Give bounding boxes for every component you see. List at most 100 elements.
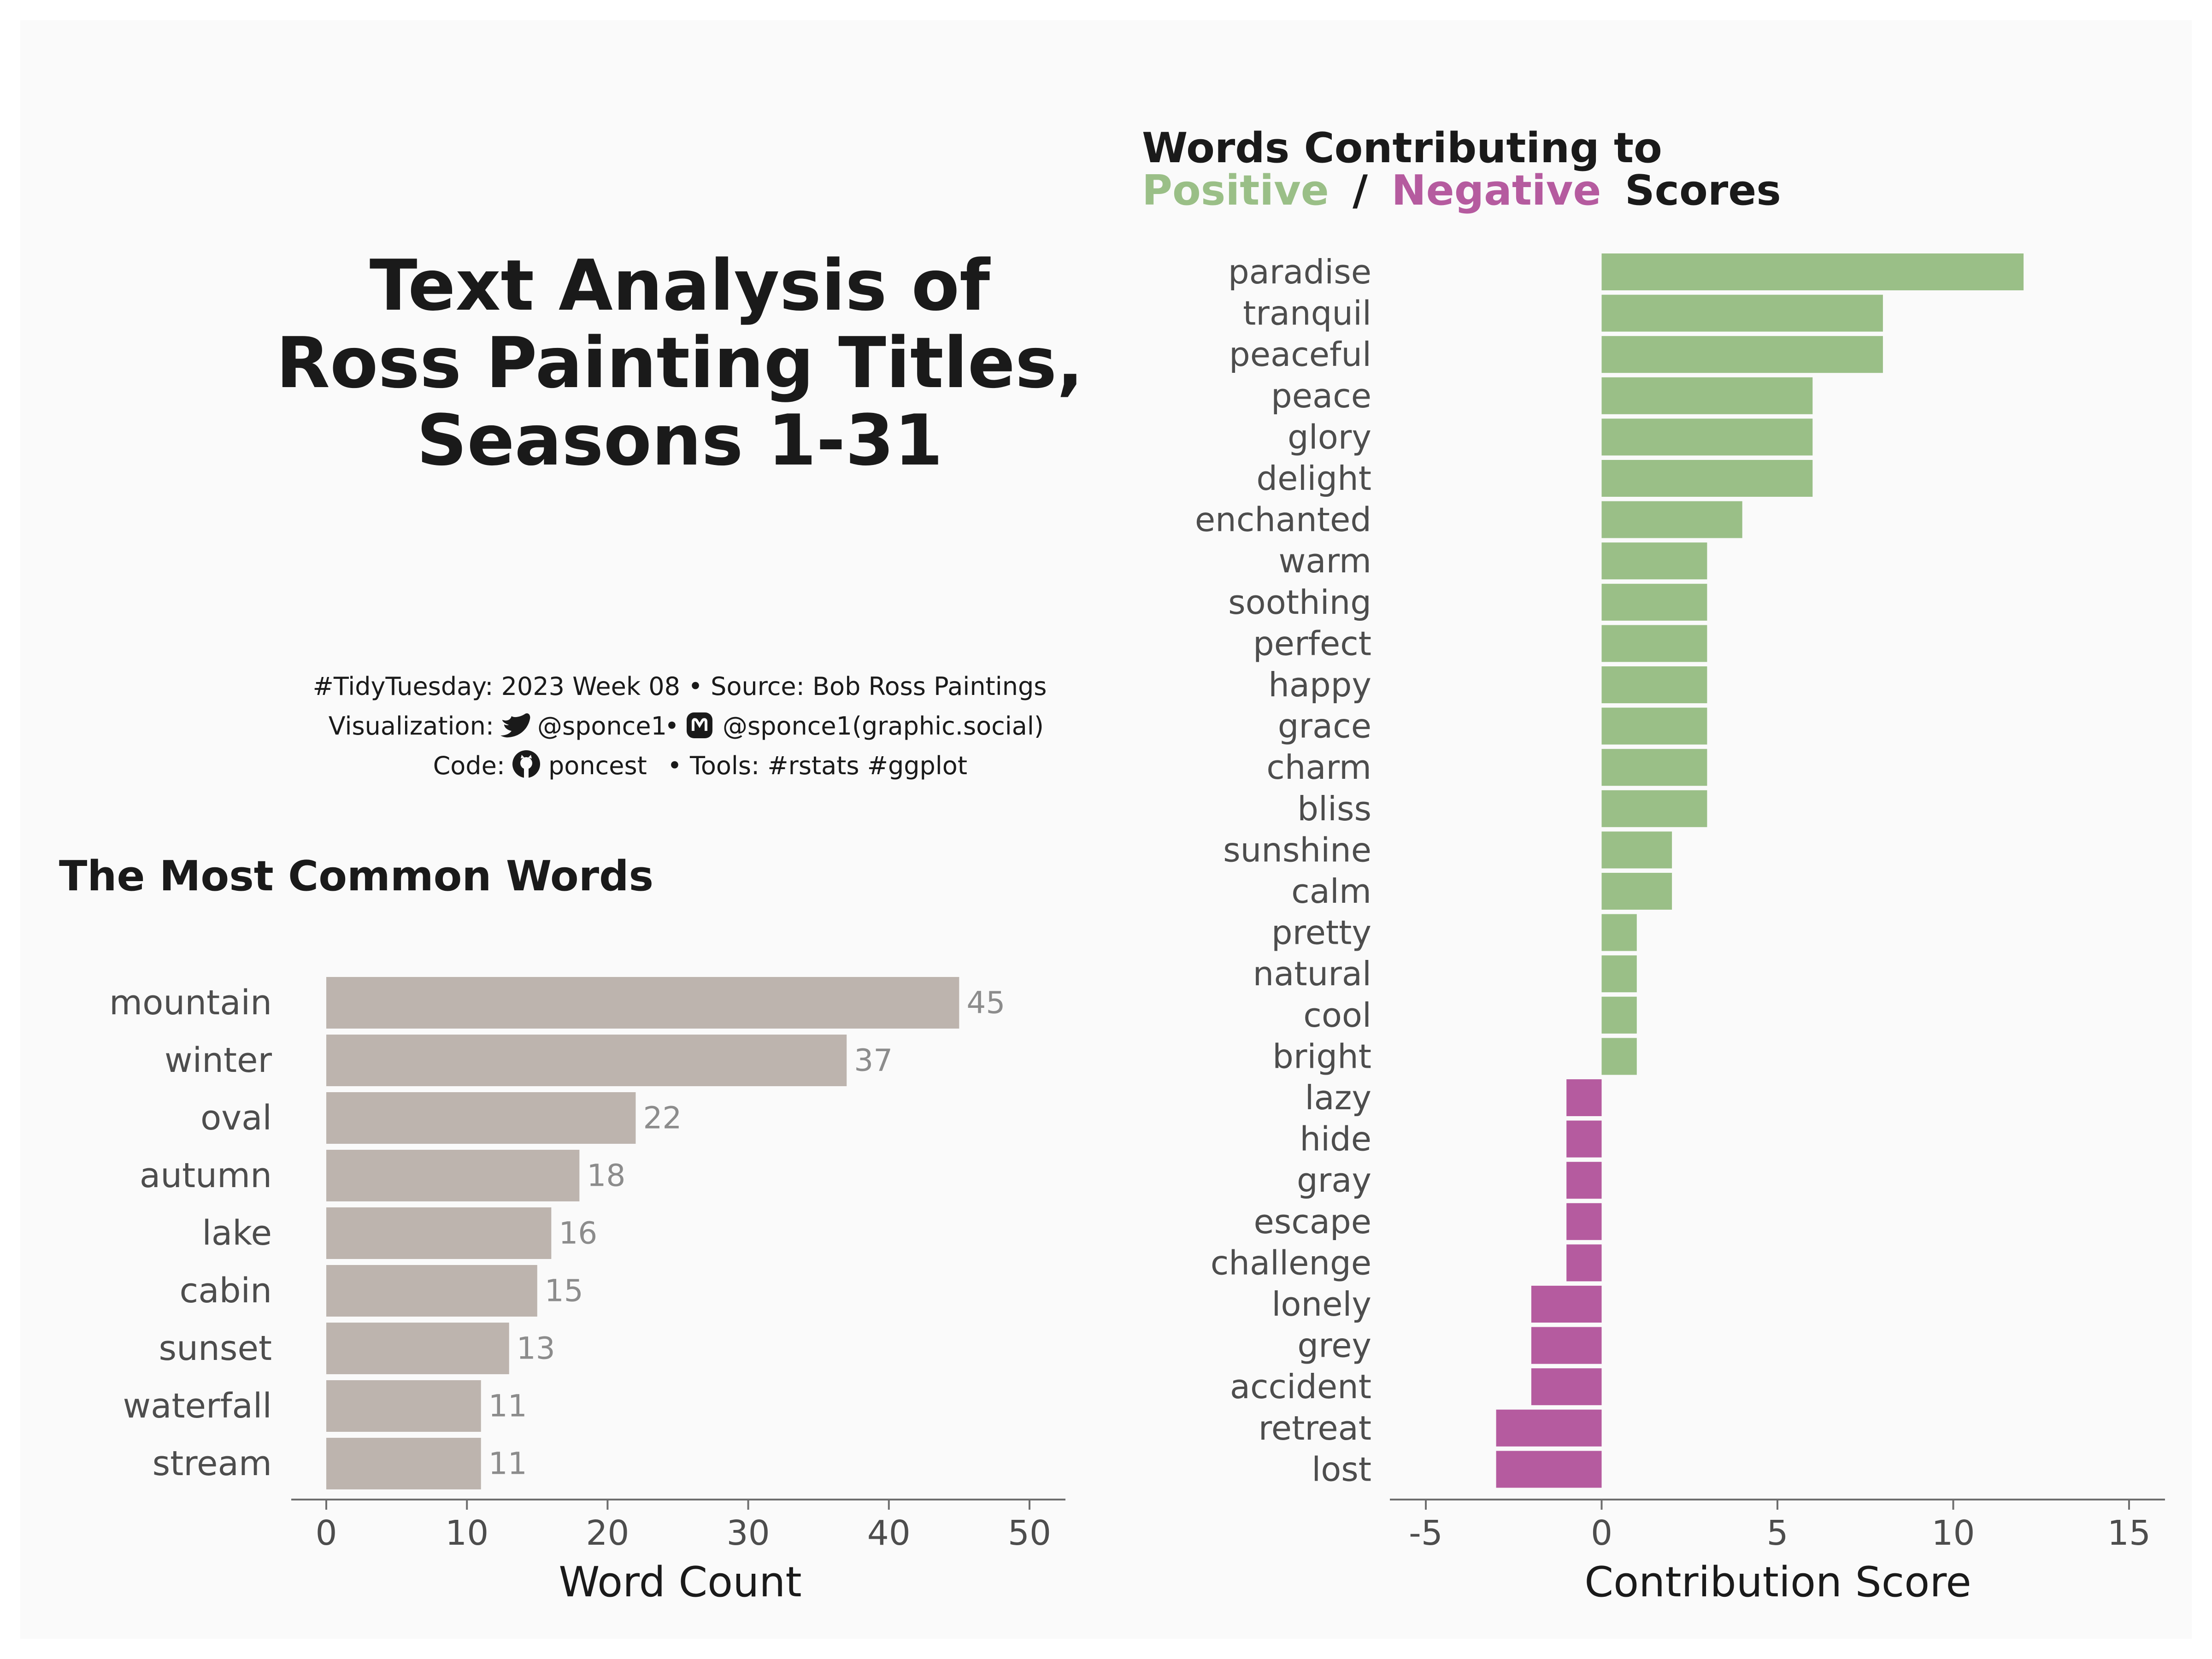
sentiment-label-tranquil: tranquil — [1243, 294, 1371, 333]
sentiment-label-charm: charm — [1266, 748, 1371, 787]
sentiment-label-soothing: soothing — [1228, 583, 1371, 622]
value-label-oval: 22 — [643, 1100, 682, 1136]
category-label-mountain: mountain — [109, 983, 272, 1023]
common-words-x-tick-label: 40 — [867, 1513, 911, 1553]
bar-waterfall — [326, 1380, 481, 1432]
sentiment-label-enchanted: enchanted — [1195, 500, 1371, 539]
sentiment-bar-grace — [1601, 707, 1707, 745]
sentiment-bar-warm — [1601, 542, 1707, 580]
sentiment-bar-hide — [1566, 1120, 1602, 1158]
sentiment-label-bliss: bliss — [1297, 789, 1371, 828]
caption-code-label: Code: — [433, 751, 505, 780]
sentiment-x-tick-label: 10 — [1931, 1513, 1975, 1553]
sentiment-label-peaceful: peaceful — [1229, 335, 1371, 374]
twitter-bird-icon — [500, 713, 530, 738]
caption-mastodon-handle[interactable]: @sponce1(graphic.social) — [723, 712, 1044, 741]
sentiment-bar-accident — [1531, 1368, 1602, 1406]
common-words-value-labels: 45 37 22 18 16 15 13 11 11 — [488, 985, 1006, 1482]
sentiment-bar-happy — [1601, 666, 1707, 703]
sentiment-title-negative: Negative — [1391, 166, 1601, 215]
main-title: Text Analysis of Ross Painting Titles, S… — [276, 245, 1083, 481]
bar-oval — [326, 1092, 636, 1144]
sentiment-x-tick-label: -5 — [1409, 1513, 1443, 1553]
bar-winter — [326, 1035, 847, 1086]
category-label-cabin: cabin — [180, 1271, 272, 1311]
sentiment-bar-retreat — [1496, 1409, 1602, 1447]
sentiment-label-grey: grey — [1297, 1326, 1371, 1365]
common-words-chart: The Most Common Words mountain winter oval… — [59, 852, 1065, 1606]
category-label-waterfall: waterfall — [123, 1386, 272, 1426]
category-label-sunset: sunset — [159, 1329, 272, 1368]
caption: #TidyTuesday: 2023 Week 08 • Source: Bob… — [313, 672, 1047, 780]
sentiment-bar-peace — [1601, 377, 1813, 414]
sentiment-label-paradise: paradise — [1228, 253, 1371, 291]
common-words-x-tick-label: 30 — [727, 1513, 770, 1553]
sentiment-bar-lonely — [1531, 1286, 1602, 1323]
sentiment-x-axis-label: Contribution Score — [1584, 1558, 1971, 1606]
caption-tools: • Tools: #rstats #ggplot — [667, 751, 967, 780]
sentiment-label-lost: lost — [1312, 1450, 1371, 1488]
sentiment-label-accident: accident — [1230, 1367, 1371, 1406]
caption-github-handle[interactable]: poncest — [548, 751, 647, 780]
sentiment-label-calm: calm — [1291, 872, 1371, 911]
common-words-x-axis-label: Word Count — [559, 1558, 801, 1606]
sentiment-x-tick-label: 15 — [2107, 1513, 2151, 1553]
sentiment-title-separator: / — [1353, 166, 1368, 215]
caption-twitter-handle[interactable]: @sponce1 — [537, 712, 667, 741]
sentiment-x-axis: -5 0 5 10 15 — [1390, 1499, 2165, 1553]
sentiment-label-delight: delight — [1256, 459, 1371, 498]
sentiment-chart-title-line-2: Positive / Negative Scores — [1142, 166, 1781, 215]
value-label-sunset: 13 — [517, 1331, 555, 1366]
sentiment-label-perfect: perfect — [1253, 624, 1371, 663]
sentiment-bar-lost — [1496, 1451, 1602, 1488]
sentiment-bars — [1496, 253, 2024, 1488]
value-label-waterfall: 11 — [488, 1388, 527, 1424]
common-words-bars — [326, 977, 959, 1489]
sentiment-bar-cool — [1601, 996, 1637, 1034]
category-label-autumn: autumn — [140, 1156, 272, 1195]
sentiment-label-pretty: pretty — [1271, 913, 1371, 952]
common-words-x-tick-label: 50 — [1008, 1513, 1051, 1553]
sentiment-label-hide: hide — [1300, 1120, 1371, 1159]
sentiment-label-lonely: lonely — [1271, 1285, 1371, 1324]
bar-cabin — [326, 1265, 537, 1317]
sentiment-bar-challenge — [1566, 1244, 1602, 1282]
sentiment-label-escape: escape — [1253, 1202, 1371, 1241]
sentiment-label-sunshine: sunshine — [1223, 830, 1371, 869]
sentiment-bar-soothing — [1601, 583, 1707, 621]
common-words-x-tick-label: 10 — [445, 1513, 488, 1553]
bar-sunset — [326, 1323, 509, 1374]
main-title-line-1: Text Analysis of — [370, 245, 991, 326]
sentiment-bar-sunshine — [1601, 831, 1672, 869]
bar-stream — [326, 1438, 481, 1489]
sentiment-label-challenge: challenge — [1211, 1243, 1371, 1282]
value-label-autumn: 18 — [587, 1158, 625, 1194]
sentiment-bar-bright — [1601, 1038, 1637, 1075]
sentiment-bar-pretty — [1601, 914, 1637, 951]
sentiment-chart: Words Contributing to Positive / Negativ… — [1142, 124, 2165, 1606]
value-label-mountain: 45 — [966, 985, 1005, 1021]
category-label-stream: stream — [153, 1444, 272, 1483]
bar-autumn — [326, 1150, 580, 1201]
sentiment-bar-natural — [1601, 955, 1637, 993]
sentiment-bar-paradise — [1601, 253, 2024, 290]
sentiment-bar-delight — [1601, 460, 1813, 497]
value-label-lake: 16 — [559, 1216, 597, 1251]
sentiment-label-gray: gray — [1297, 1161, 1371, 1200]
sentiment-label-warm: warm — [1279, 541, 1371, 580]
sentiment-bar-tranquil — [1601, 294, 1883, 332]
sentiment-label-glory: glory — [1288, 418, 1371, 456]
sentiment-bar-grey — [1531, 1327, 1602, 1364]
sentiment-title-positive: Positive — [1142, 166, 1329, 215]
sentiment-label-happy: happy — [1268, 665, 1371, 704]
sentiment-label-lazy: lazy — [1305, 1078, 1371, 1117]
bar-lake — [326, 1207, 552, 1259]
sentiment-label-natural: natural — [1253, 954, 1371, 993]
common-words-category-labels: mountain winter oval autumn lake cabin sunset w… — [109, 983, 272, 1483]
caption-line-code: Code: poncest • Tools: #rstats #ggplot — [433, 750, 967, 780]
value-label-cabin: 15 — [545, 1273, 583, 1309]
common-words-x-axis: 0 10 20 30 40 50 — [291, 1499, 1065, 1553]
value-label-stream: 11 — [488, 1446, 527, 1482]
sentiment-x-tick-label: 0 — [1591, 1513, 1612, 1553]
sentiment-title-suffix: Scores — [1625, 166, 1781, 215]
